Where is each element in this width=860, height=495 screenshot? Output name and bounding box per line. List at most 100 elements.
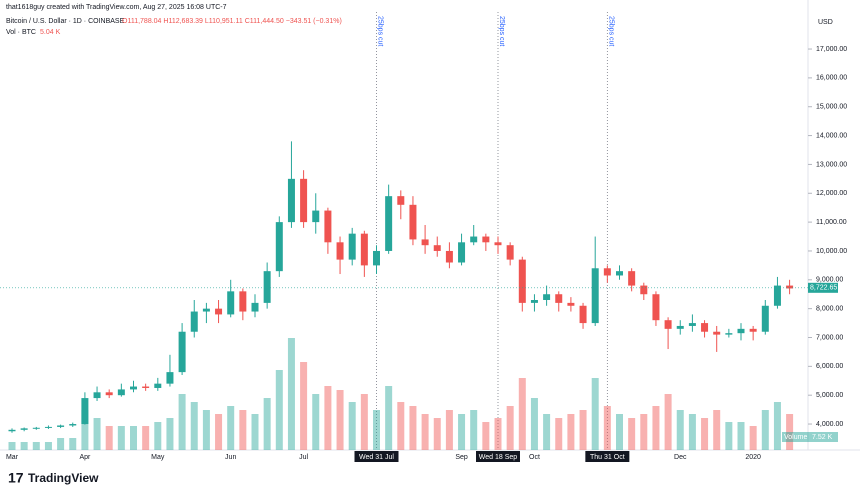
volume-bar — [628, 418, 636, 450]
x-tick-label: Oct — [529, 454, 540, 461]
candle-body — [32, 427, 40, 429]
candle-body — [57, 425, 65, 427]
volume-tag-label: Volume — [784, 434, 807, 441]
logo-icon: 17 — [8, 470, 24, 486]
event-date-label: Wed 18 Sep — [479, 454, 518, 461]
volume-bar — [737, 422, 745, 450]
event-date-label: Thu 31 Oct — [590, 454, 625, 461]
volume-bar — [433, 418, 441, 450]
event-date-box — [585, 451, 630, 462]
currency: USD — [818, 19, 833, 26]
volume-bar — [81, 410, 89, 450]
candle-body — [445, 250, 453, 263]
logo-text: TradingView — [28, 471, 99, 485]
candle-body — [786, 285, 794, 289]
candle-body — [142, 386, 150, 388]
candle-body — [312, 210, 320, 223]
volume-bar — [32, 442, 40, 450]
candle-body — [591, 268, 599, 324]
x-tick-label: May — [151, 454, 165, 461]
candle-body — [385, 196, 393, 251]
candle-body — [373, 250, 380, 266]
volume-bar — [579, 410, 587, 450]
candle-body — [421, 239, 429, 246]
volume-bar — [20, 442, 28, 450]
volume-bar — [506, 406, 514, 450]
volume-bar — [142, 426, 150, 450]
symbol: Bitcoin / U.S. Dollar · 1D · COINBASE — [6, 18, 125, 25]
x-tick-label: Sep — [455, 454, 468, 461]
volume-bar — [202, 410, 210, 450]
volume-bar — [154, 422, 162, 450]
candle-body — [215, 308, 223, 315]
volume-bar — [93, 418, 101, 450]
candle-body — [287, 178, 295, 223]
candle-body — [652, 294, 660, 321]
volume-bar — [530, 398, 538, 450]
candle-body — [506, 245, 514, 260]
volume-bar — [239, 410, 247, 450]
candle-body — [701, 323, 709, 332]
candle-body — [117, 389, 125, 396]
last-price-label: 8,722.65 — [810, 285, 837, 292]
candle-body — [543, 294, 551, 300]
volume-bar — [312, 394, 320, 450]
y-tick-label: 4,000.00 — [816, 421, 843, 428]
candle-body — [773, 285, 781, 306]
volume-bar — [263, 398, 271, 450]
volume-bar — [458, 414, 466, 450]
volume-tag-box — [782, 432, 838, 442]
volume-bar — [178, 394, 186, 450]
candle-body — [300, 178, 308, 223]
volume-bar — [275, 370, 283, 450]
volume-bar — [69, 438, 77, 450]
event-date-box — [354, 451, 399, 462]
y-tick-label: 10,000.00 — [816, 248, 847, 255]
volume-bar — [603, 406, 611, 450]
candle-body — [628, 271, 636, 286]
last-price-box — [808, 282, 838, 293]
candle-body — [360, 233, 368, 266]
candle-body — [640, 285, 648, 295]
volume-bar — [409, 406, 417, 450]
candle-body — [458, 242, 466, 263]
y-tick-label: 9,000.00 — [816, 277, 843, 284]
y-tick-label: 13,000.00 — [816, 161, 847, 168]
candle-body — [154, 383, 162, 388]
candle-body — [761, 305, 769, 332]
candle-body — [725, 333, 733, 335]
volume-bar — [360, 394, 368, 450]
candle-body — [470, 236, 478, 243]
y-tick-label: 8,000.00 — [816, 305, 843, 312]
volume-bar — [701, 418, 709, 450]
event-label: 25bps cut — [608, 16, 615, 46]
candle-body — [93, 392, 101, 399]
volume-bar — [421, 414, 429, 450]
event-label: 25bps cut — [377, 16, 384, 46]
volume-bar — [494, 418, 502, 450]
volume-bar — [555, 418, 563, 450]
y-tick-label: 12,000.00 — [816, 190, 847, 197]
logo: 17 TradingView — [8, 470, 99, 486]
volume-bar — [190, 402, 198, 450]
volume-bar — [300, 362, 308, 450]
x-tick-label: 2020 — [745, 454, 761, 461]
candle-body — [20, 428, 28, 430]
candle-body — [397, 196, 405, 205]
volume-legend: Vol · BTC — [6, 29, 36, 36]
volume-bar — [44, 442, 52, 450]
volume-bar — [105, 426, 113, 450]
volume-legend-value: 5.04 K — [40, 29, 61, 36]
x-tick-label: Mar — [6, 454, 19, 461]
volume-bar — [397, 402, 405, 450]
volume-bar — [57, 438, 65, 450]
candle-body — [749, 328, 757, 332]
x-tick-label: Jul — [299, 454, 308, 461]
volume-bar — [348, 402, 356, 450]
candle-body — [336, 242, 344, 260]
candle-body — [713, 331, 721, 335]
candle-body — [324, 210, 332, 243]
candle-body — [603, 268, 611, 276]
candle-body — [530, 300, 538, 303]
x-tick-label: Jun — [225, 454, 236, 461]
